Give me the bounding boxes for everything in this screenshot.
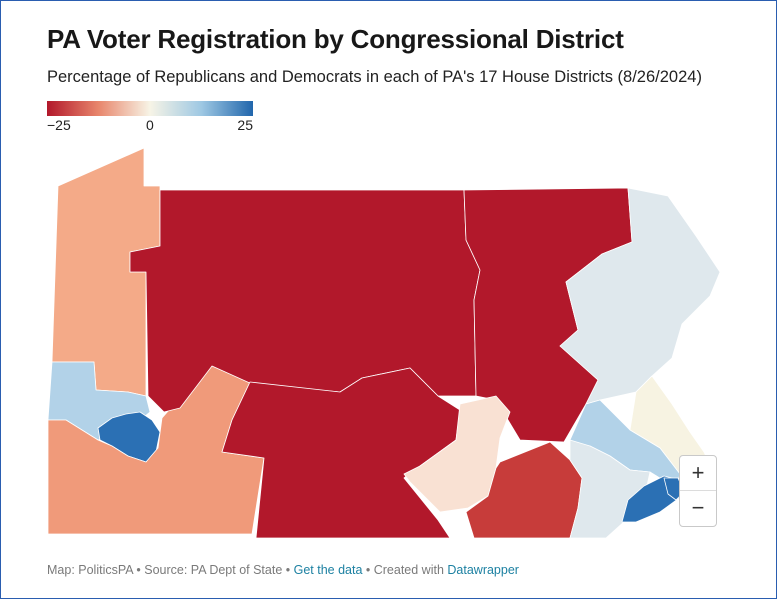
- chart-subtitle: Percentage of Republicans and Democrats …: [47, 68, 702, 86]
- datawrapper-link[interactable]: Datawrapper: [447, 563, 519, 577]
- district-south-central[interactable]: [221, 367, 461, 539]
- get-the-data-link[interactable]: Get the data: [293, 563, 363, 577]
- district-north-central[interactable]: [129, 189, 481, 413]
- footer-source-text: Map: PoliticsPA • Source: PA Dept of Sta…: [47, 563, 294, 577]
- footer-credits: Map: PoliticsPA • Source: PA Dept of Sta…: [47, 563, 519, 577]
- chart-title: PA Voter Registration by Congressional D…: [47, 24, 624, 54]
- zoom-in-button[interactable]: +: [691, 460, 705, 485]
- legend-min-label: −25: [47, 117, 71, 133]
- color-legend: −25 0 25: [47, 101, 253, 133]
- footer-separator-text: • Created with: [362, 563, 448, 577]
- legend-gradient-bar: [47, 101, 253, 116]
- zoom-controls: + −: [679, 455, 717, 527]
- district-harrisburg[interactable]: [403, 395, 511, 513]
- legend-mid-label: 0: [146, 117, 154, 133]
- district-northeast-light[interactable]: [559, 187, 721, 405]
- legend-max-label: 25: [237, 117, 253, 133]
- zoom-out-button[interactable]: −: [680, 490, 716, 525]
